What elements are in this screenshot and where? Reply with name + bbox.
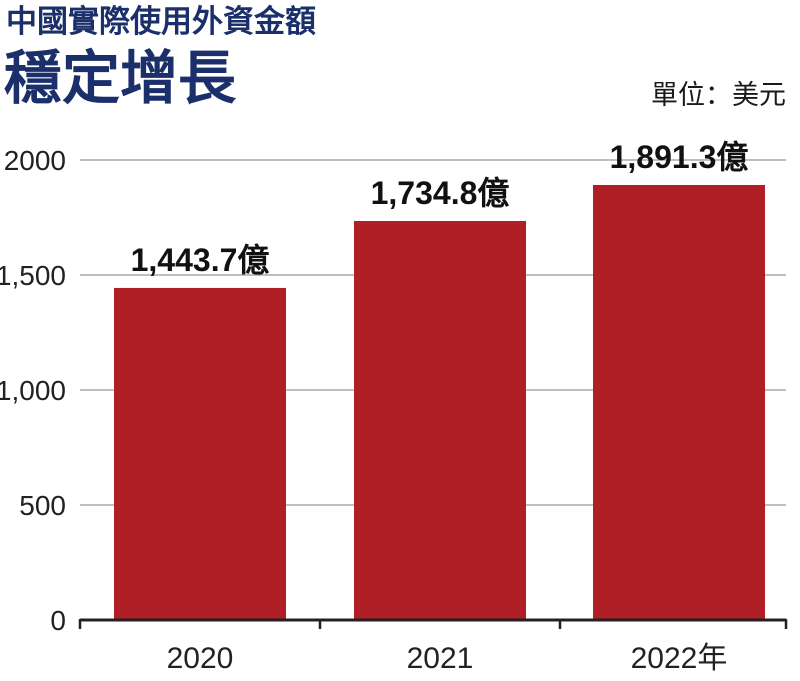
data-label: 1,734.8億 [371,175,510,211]
x-category-label: 2020 [167,642,234,675]
data-label: 1,891.3億 [610,139,749,175]
data-labels: 1,443.7億 1,734.8億 1,891.3億 [131,139,749,278]
bar-2022年 [593,185,765,620]
x-category-label: 2022年 [631,642,728,675]
chart-subtitle: 中國實際使用外資金額 [6,4,316,40]
bars [114,185,765,620]
data-label: 1,443.7億 [131,242,270,278]
y-tick-label: 0 [50,605,66,636]
x-category-label: 2021 [407,642,474,675]
x-axis-categories: 2020 2021 2022年 [167,642,728,675]
x-axis [78,618,788,629]
y-tick-label: 1,500 [0,260,66,291]
unit-label: 單位：美元 [651,80,786,111]
y-tick-label: 2000 [4,145,66,176]
y-tick-label: 1,000 [0,375,66,406]
y-axis-ticks: 0 500 1,000 1,500 2000 [0,145,66,636]
bar-2020 [114,287,286,620]
chart-title: 穩定增長 [4,44,237,112]
bar-2021 [354,220,526,620]
y-tick-label: 500 [19,490,66,521]
